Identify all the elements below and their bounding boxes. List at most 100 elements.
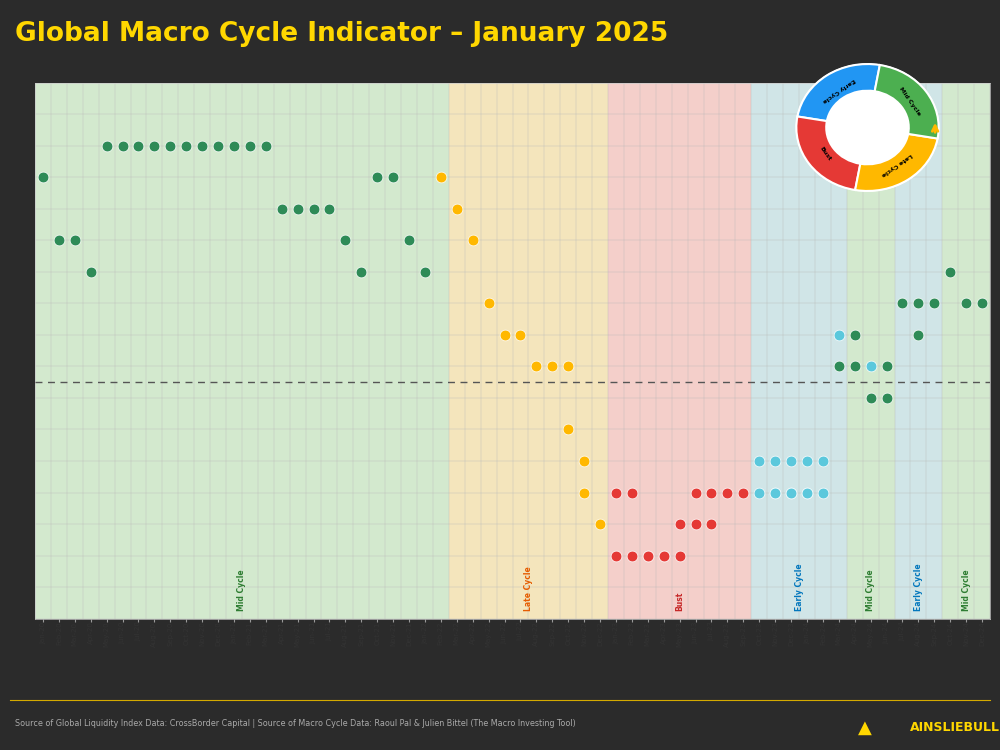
Point [67,234,83,246]
Point [608,487,624,499]
Point [433,171,449,183]
Point [51,234,67,246]
Point [719,487,735,499]
Point [178,140,194,152]
Text: ▲: ▲ [858,718,872,736]
Point [226,140,242,152]
Point [560,361,576,373]
Point [926,297,942,309]
Point [35,171,51,183]
Point [497,328,513,340]
Point [449,202,465,214]
Point [544,361,560,373]
Point [863,361,879,373]
Circle shape [796,64,939,191]
Point [672,550,688,562]
Point [640,550,656,562]
Point [624,550,640,562]
Wedge shape [855,134,938,191]
Point [815,487,831,499]
Point [942,266,958,278]
Point [576,487,592,499]
Point [990,234,1000,246]
Wedge shape [796,116,860,190]
Text: Late Cycle: Late Cycle [881,152,913,177]
Point [624,487,640,499]
Text: Mid Cycle: Mid Cycle [237,569,246,610]
Point [767,487,783,499]
Point [194,140,210,152]
Point [99,140,115,152]
Bar [608,82,751,619]
Point [162,140,178,152]
Text: Late Cycle: Late Cycle [524,566,533,610]
Point [783,455,799,467]
Text: Mid Cycle: Mid Cycle [898,86,921,116]
Text: Bust: Bust [819,146,832,162]
Point [815,455,831,467]
Text: Early Cycle: Early Cycle [794,563,804,610]
Text: AINSLIEBULLION.COM.AU: AINSLIEBULLION.COM.AU [910,722,1000,734]
Point [831,328,847,340]
Point [751,455,767,467]
Wedge shape [875,65,939,139]
Point [703,518,719,530]
Point [703,487,719,499]
Point [783,487,799,499]
Text: Early Cycle: Early Cycle [914,563,923,610]
Point [910,328,926,340]
Point [879,361,895,373]
Bar [751,82,847,619]
Point [894,297,910,309]
Point [83,266,99,278]
Point [290,202,306,214]
Text: Bust: Bust [675,592,684,610]
Bar [942,82,990,619]
Point [608,550,624,562]
Point [385,171,401,183]
Point [401,234,417,246]
Point [688,487,704,499]
Bar [990,82,1000,619]
Text: Source of Global Liquidity Index Data: CrossBorder Capital | Source of Macro Cyc: Source of Global Liquidity Index Data: C… [15,718,576,728]
Point [767,487,783,499]
Point [767,455,783,467]
Point [958,297,974,309]
Point [242,140,258,152]
Point [783,487,799,499]
Text: Mid Cycle: Mid Cycle [866,569,875,610]
Bar [35,82,449,619]
Point [465,234,481,246]
Point [688,518,704,530]
Point [847,328,863,340]
Point [656,550,672,562]
Text: Early Cycle: Early Cycle [821,77,855,104]
Point [353,266,369,278]
Point [258,140,274,152]
Point [337,234,353,246]
Point [512,328,528,340]
Point [656,550,672,562]
Point [321,202,337,214]
Bar [847,82,895,619]
Point [799,487,815,499]
Text: Mid Cycle: Mid Cycle [962,569,971,610]
Point [528,361,544,373]
Point [831,361,847,373]
Point [974,297,990,309]
Wedge shape [797,64,880,121]
Point [847,361,863,373]
Point [863,392,879,404]
Text: Global Macro Cycle Indicator – January 2025: Global Macro Cycle Indicator – January 2… [15,21,668,46]
Point [751,487,767,499]
Point [306,202,322,214]
Point [799,455,815,467]
Point [481,297,497,309]
Point [879,392,895,404]
Point [146,140,162,152]
Point [130,140,146,152]
Point [910,297,926,309]
Bar [449,82,608,619]
Point [592,518,608,530]
Point [274,202,290,214]
